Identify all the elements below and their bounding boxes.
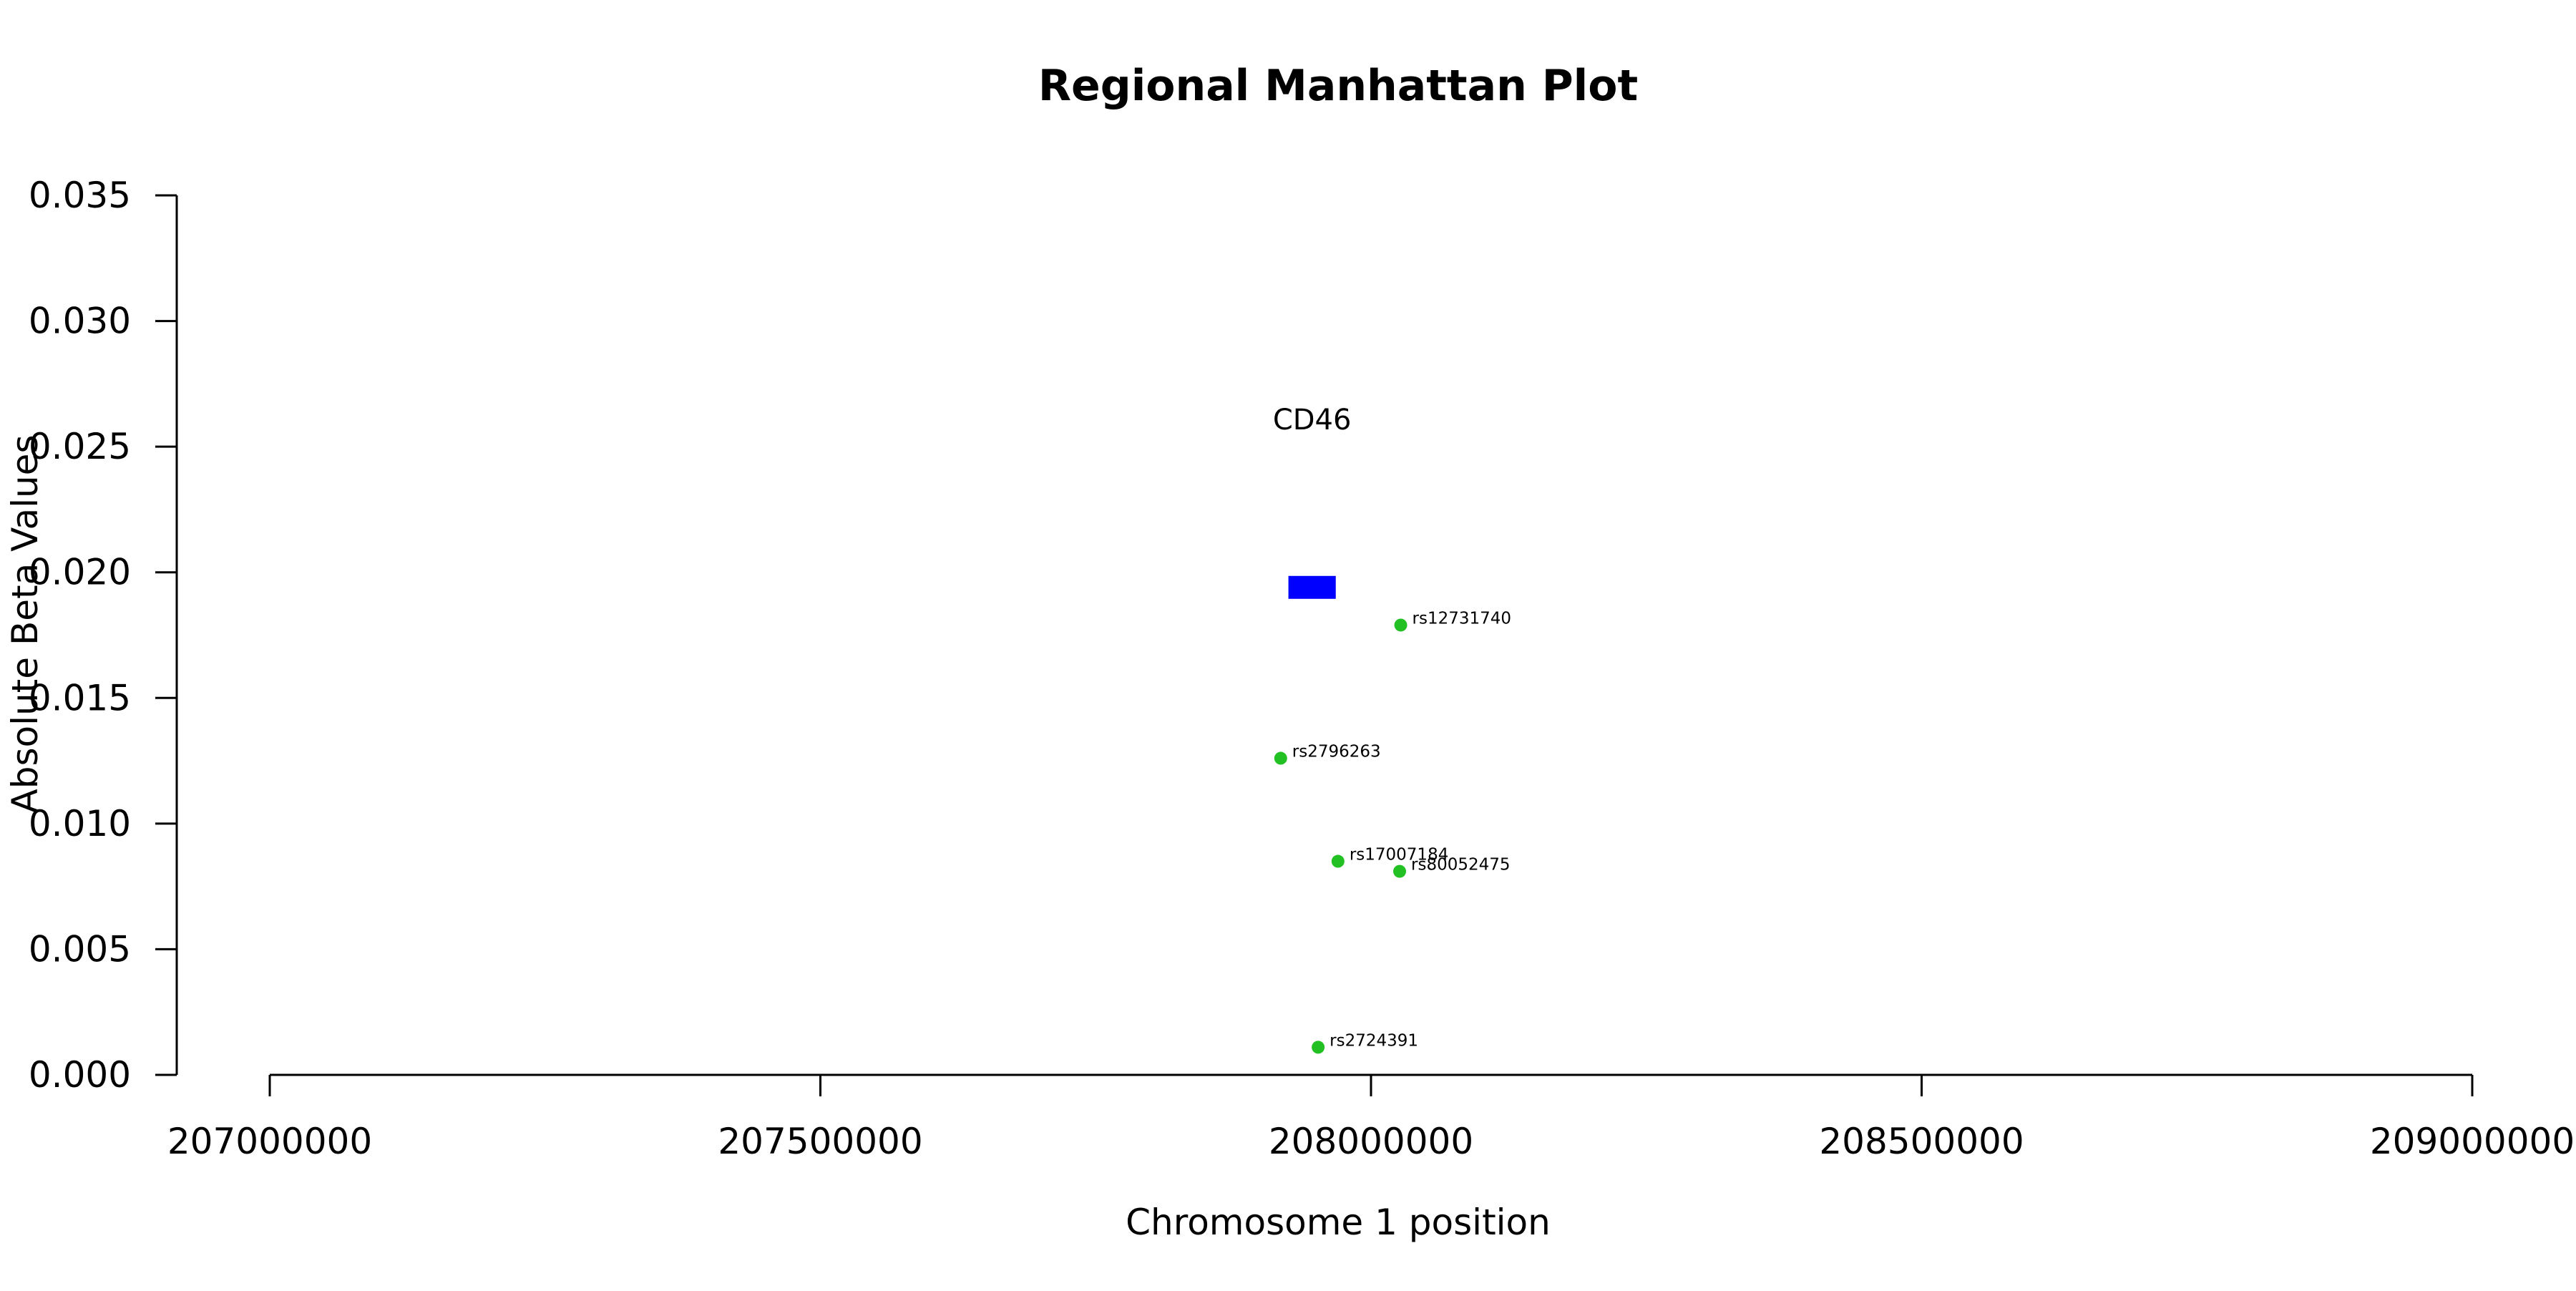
- chart-title: Regional Manhattan Plot: [1038, 61, 1638, 111]
- gene-layer: CD46: [1273, 404, 1352, 599]
- y-tick-label: 0.035: [29, 175, 131, 216]
- gene-block: [1288, 575, 1336, 599]
- y-tick-label: 0.010: [29, 803, 131, 844]
- gene-label: CD46: [1273, 404, 1352, 437]
- y-tick-label: 0.025: [29, 426, 131, 467]
- x-tick-label: 208500000: [1819, 1121, 2024, 1162]
- x-tick-label: 207500000: [718, 1121, 922, 1162]
- x-axis: 207000000 207500000 208000000 208500000 2090…: [167, 1073, 2575, 1162]
- x-axis-label: Chromosome 1 position: [1126, 1202, 1551, 1243]
- x-tick-label: 207000000: [167, 1121, 372, 1162]
- snp-label: rs2796263: [1292, 743, 1381, 761]
- snp-point: [1331, 854, 1345, 868]
- snp-label: rs2724391: [1330, 1031, 1418, 1050]
- y-tick-label: 0.020: [29, 552, 131, 593]
- y-axis-label: Absolute Beta Values: [4, 435, 46, 814]
- snp-point: [1312, 1041, 1325, 1054]
- snp-label: rs17007184: [1350, 846, 1449, 864]
- snp-label: rs12731740: [1413, 609, 1512, 628]
- y-tick-label: 0.000: [29, 1054, 131, 1096]
- y-tick-label: 0.030: [29, 301, 131, 342]
- snp-point: [1274, 751, 1287, 765]
- snp-point: [1394, 618, 1407, 632]
- x-tick-label: 208000000: [1269, 1121, 1473, 1162]
- snp-label: rs80052475: [1411, 856, 1511, 875]
- y-axis: 0.000 0.005 0.010 0.015 0.020 0.025 0.030 0.035: [29, 175, 178, 1096]
- y-tick-label: 0.015: [29, 677, 131, 718]
- y-tick-label: 0.005: [29, 928, 131, 970]
- x-tick-label: 209000000: [2370, 1121, 2575, 1162]
- snp-point: [1393, 864, 1407, 878]
